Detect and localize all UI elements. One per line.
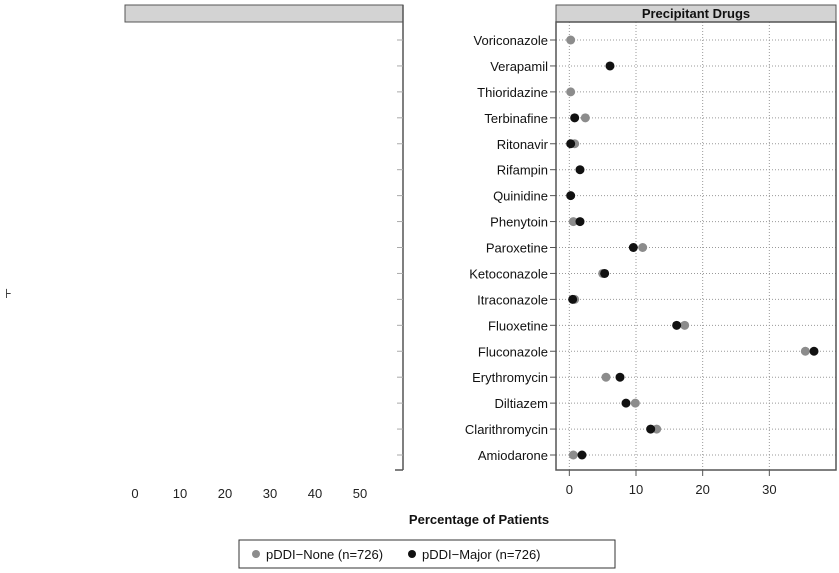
category-label: Ritonavir <box>497 137 549 152</box>
x-tick-label: 0 <box>566 482 573 497</box>
data-point-major <box>809 346 819 356</box>
legend-marker-none <box>252 550 260 558</box>
data-point-none <box>566 87 576 97</box>
data-point-major <box>621 398 631 408</box>
category-label: Fluoxetine <box>488 318 548 333</box>
data-point-major <box>568 294 578 304</box>
data-point-none <box>638 243 648 252</box>
category-label: Voriconazole <box>474 33 548 48</box>
data-point-none <box>568 217 578 227</box>
legend-marker-major <box>408 550 416 558</box>
data-point-major <box>570 113 580 123</box>
data-point-major <box>566 191 576 201</box>
data-point-none <box>800 346 810 356</box>
category-label: Rifampin <box>497 163 548 178</box>
left-panel: 0 10 20 30 40 50 ⊦ <box>5 4 404 501</box>
category-label: Ketoconazole <box>469 266 548 281</box>
legend-label-none: pDDI−None (n=726) <box>266 547 383 562</box>
left-x-tick-label: 0 <box>131 486 138 501</box>
legend-box <box>238 539 616 569</box>
category-label: Itraconazole <box>477 292 548 307</box>
data-point-major <box>575 217 585 227</box>
data-point-major <box>646 424 656 434</box>
strip-title: Precipitant Drugs <box>642 6 750 21</box>
x-tick-label: 20 <box>695 482 709 497</box>
stray-mark: ⊦ <box>5 286 12 301</box>
data-point-none <box>630 398 640 408</box>
right-panel: Precipitant Drugs Voriconazole Verapamil T… <box>465 4 837 497</box>
left-x-tick-label: 50 <box>353 486 367 501</box>
category-label: Paroxetine <box>486 241 548 256</box>
category-label: Erythromycin <box>472 370 548 385</box>
left-x-tick-label: 30 <box>263 486 277 501</box>
category-label: Quinidine <box>493 189 548 204</box>
data-point-major <box>600 268 610 278</box>
x-axis-label: Percentage of Patients <box>409 512 549 527</box>
category-label: Thioridazine <box>477 85 548 100</box>
left-x-tick-label: 20 <box>218 486 232 501</box>
category-label: Phenytoin <box>490 215 548 230</box>
data-point-major <box>615 372 625 382</box>
category-label: Fluconazole <box>478 344 548 359</box>
data-point-major <box>566 139 576 149</box>
data-point-none <box>580 113 590 123</box>
category-label: Clarithromycin <box>465 422 548 437</box>
data-point-major <box>575 165 585 175</box>
data-point-major <box>577 450 587 460</box>
data-point-none <box>680 320 690 330</box>
data-point-none <box>566 35 576 45</box>
category-label: Verapamil <box>490 59 548 74</box>
category-label: Amiodarone <box>478 448 548 463</box>
panel-frame <box>555 21 837 471</box>
left-panel-strip <box>124 4 404 23</box>
legend: pDDI−None (n=726) pDDI−Major (n=726) <box>238 539 616 569</box>
legend-label-major: pDDI−Major (n=726) <box>422 547 541 562</box>
left-x-tick-label: 10 <box>173 486 187 501</box>
x-tick-label: 10 <box>629 482 643 497</box>
x-tick-label: 30 <box>762 482 776 497</box>
category-label: Terbinafine <box>484 111 548 126</box>
data-point-none <box>601 372 611 382</box>
data-point-major <box>672 320 682 330</box>
data-point-major <box>605 61 615 71</box>
data-point-major <box>628 243 638 252</box>
data-point-none <box>568 450 578 460</box>
category-label: Diltiazem <box>495 396 548 411</box>
left-x-tick-label: 40 <box>308 486 322 501</box>
